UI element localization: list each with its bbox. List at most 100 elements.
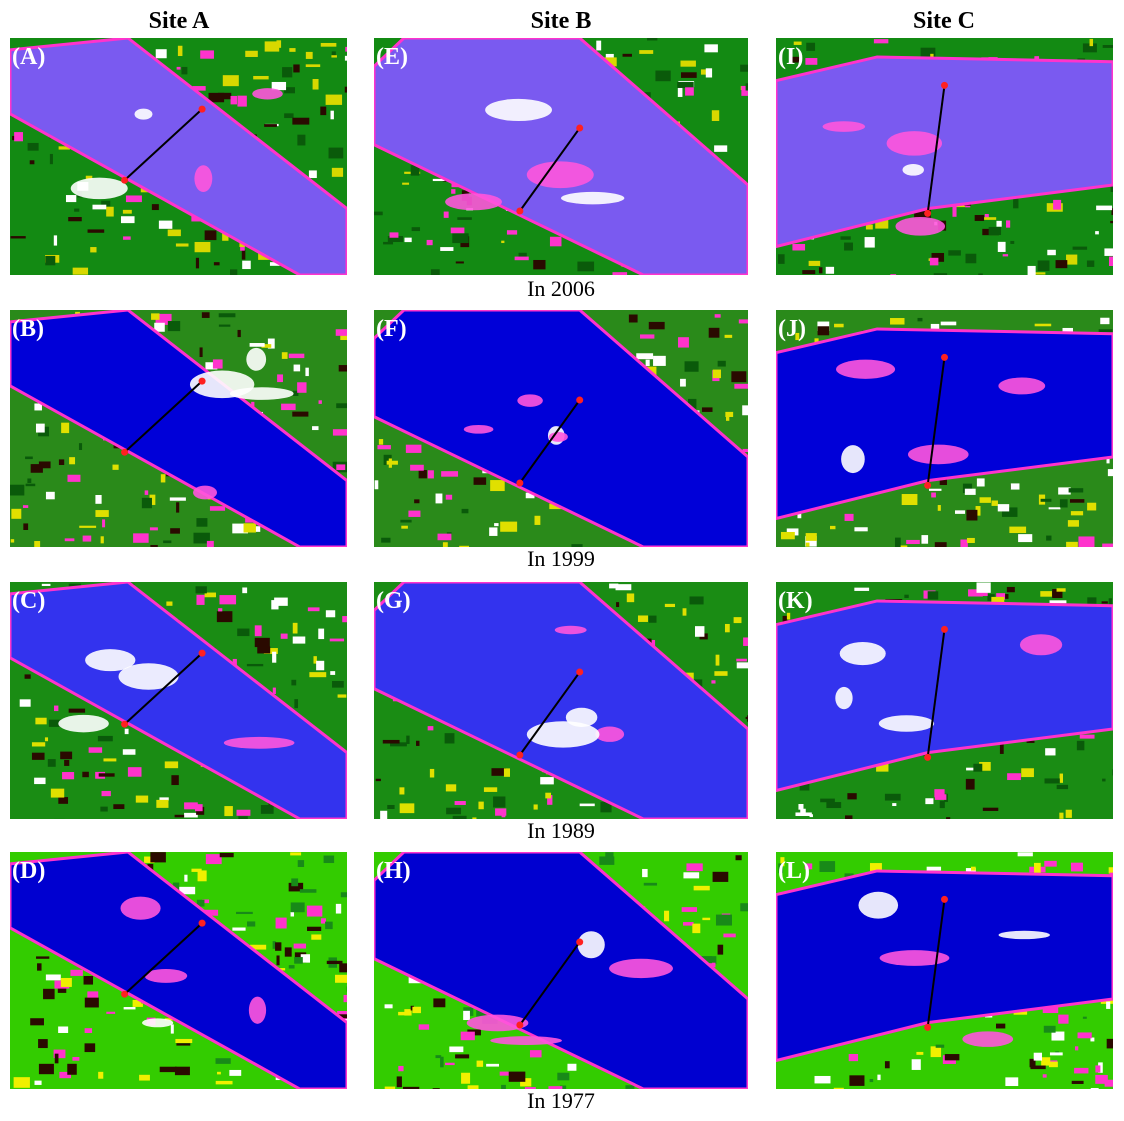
land-patch [975, 215, 984, 221]
land-patch [468, 1085, 479, 1095]
land-patch [1043, 1074, 1047, 1077]
land-patch [501, 241, 504, 243]
panel-label: (C) [12, 588, 45, 614]
land-patch [906, 540, 920, 544]
land-patch [1074, 1068, 1088, 1074]
transect-end [941, 626, 948, 633]
land-patch [545, 793, 551, 799]
land-patch [535, 516, 541, 525]
sandbar [249, 997, 266, 1024]
land-patch [725, 624, 730, 632]
land-patch [798, 804, 803, 810]
land-patch [682, 907, 697, 912]
land-patch [67, 1064, 77, 1075]
land-patch [440, 247, 453, 251]
land-patch [792, 244, 805, 251]
land-patch [275, 942, 281, 951]
land-patch [150, 527, 158, 530]
land-patch [152, 204, 159, 210]
transect-end [576, 939, 583, 946]
land-patch [232, 928, 245, 931]
land-patch [383, 242, 393, 245]
land-patch [1056, 260, 1068, 268]
land-patch [293, 64, 299, 72]
row-caption: In 1989 [527, 818, 595, 843]
land-patch [223, 75, 239, 86]
land-patch [711, 680, 715, 683]
transect-end [516, 208, 523, 215]
land-patch [289, 354, 305, 358]
land-patch [311, 934, 321, 939]
land-patch [1057, 588, 1066, 591]
land-patch [398, 1066, 403, 1071]
land-patch [206, 854, 222, 864]
land-patch [500, 1072, 511, 1076]
land-patch [336, 329, 350, 336]
land-patch [170, 528, 180, 533]
land-patch [1010, 241, 1014, 244]
land-patch [934, 273, 947, 276]
map-panel: (E) [374, 38, 755, 280]
land-patch [292, 118, 309, 125]
land-patch [102, 791, 111, 796]
land-patch [718, 361, 726, 367]
land-patch [313, 79, 319, 90]
land-patch [737, 662, 751, 668]
land-patch [653, 356, 666, 366]
land-patch [647, 38, 657, 40]
land-patch [444, 212, 449, 218]
land-patch [445, 1063, 455, 1065]
land-patch [196, 518, 207, 527]
land-patch [725, 335, 733, 338]
land-patch [1057, 785, 1068, 789]
land-patch [112, 465, 118, 470]
land-patch [46, 974, 61, 980]
land-patch [150, 852, 166, 862]
land-patch [930, 258, 939, 266]
sandbar [561, 192, 624, 204]
land-patch [30, 160, 35, 164]
land-patch [401, 526, 408, 529]
land-patch [98, 736, 113, 741]
land-patch [289, 48, 295, 52]
sandbar [517, 394, 542, 407]
land-patch [294, 699, 298, 708]
land-patch [177, 67, 181, 70]
land-patch [196, 258, 199, 269]
land-patch [649, 616, 657, 623]
sandbar [858, 892, 898, 919]
land-patch [1050, 1052, 1063, 1055]
land-patch [702, 918, 710, 920]
land-patch [1007, 773, 1021, 780]
land-patch [1006, 220, 1010, 227]
land-patch [818, 326, 830, 335]
map-content [776, 852, 1124, 1095]
land-patch [58, 1026, 68, 1033]
land-patch [946, 817, 950, 825]
land-patch [490, 480, 505, 491]
panel-label: (J) [778, 316, 806, 342]
land-patch [534, 804, 538, 809]
sandbar [224, 737, 295, 749]
land-patch [731, 371, 746, 382]
land-patch [557, 1073, 569, 1081]
land-patch [706, 68, 712, 77]
sandbar [879, 715, 934, 732]
land-patch [326, 95, 342, 105]
land-patch [73, 268, 88, 275]
land-patch [11, 236, 26, 238]
column-header: Site B [531, 8, 592, 34]
land-patch [1087, 503, 1096, 511]
land-patch [272, 652, 276, 663]
land-patch [95, 495, 101, 504]
land-patch [685, 361, 699, 371]
land-patch [456, 261, 464, 263]
land-patch [1108, 469, 1123, 476]
land-patch [84, 976, 93, 985]
land-patch [805, 58, 817, 65]
land-patch [1013, 199, 1018, 209]
land-patch [277, 374, 283, 382]
land-patch [980, 497, 991, 503]
land-patch [1113, 537, 1124, 548]
land-patch [11, 509, 21, 519]
